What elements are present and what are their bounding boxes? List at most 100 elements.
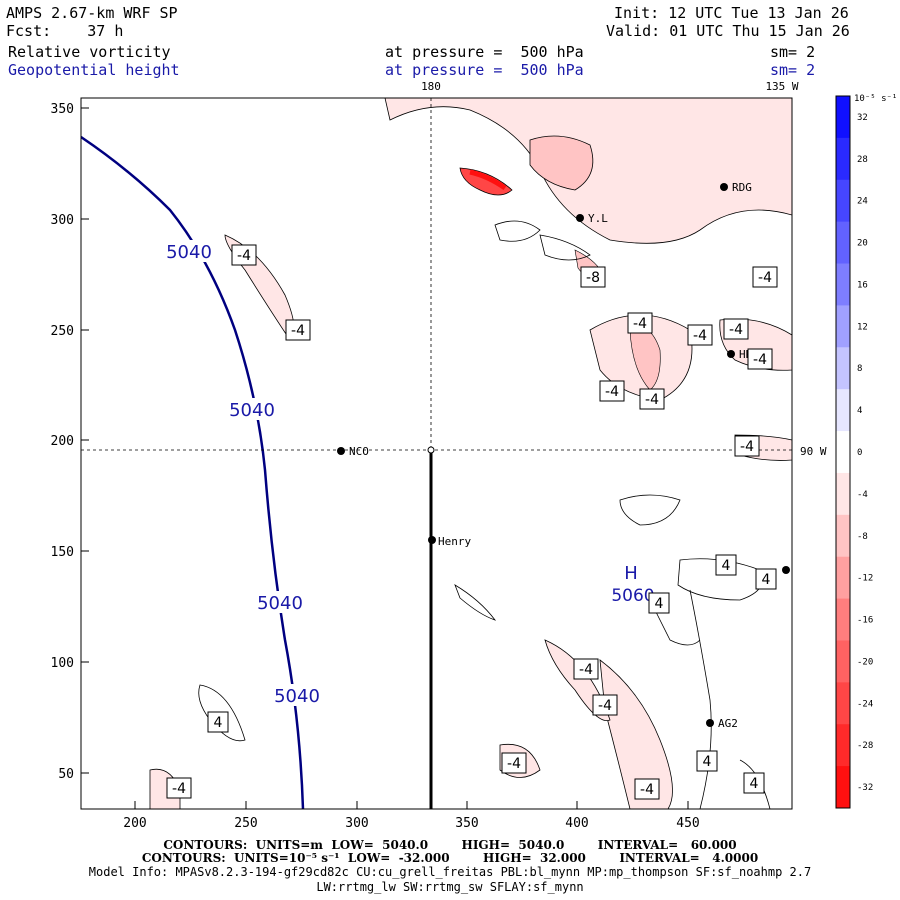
colorbar-level-label: 20 xyxy=(857,239,868,249)
field2-name: Geopotential height xyxy=(8,61,180,79)
high-pressure-letter: H xyxy=(624,563,638,584)
colorbar-cell xyxy=(836,137,850,181)
colorbar-level-label: -8 xyxy=(857,532,868,542)
field1-smoothing: sm= 2 xyxy=(770,43,816,61)
height-label: 5040 xyxy=(229,400,275,421)
plot-frame xyxy=(80,97,793,810)
colorbar-level-label: 24 xyxy=(857,197,868,207)
colorbar-level-label: 16 xyxy=(857,280,868,290)
vorticity-label: -4 xyxy=(693,328,707,344)
colorbar-labels: 32 28 24 20 16 12 8 4 0 -4 -8 -12 -16 -20 -24 -28 -32 xyxy=(857,113,873,793)
colorbar-cell xyxy=(836,221,850,265)
colorbar-cell xyxy=(836,598,850,641)
colorbar-level-label: -16 xyxy=(857,616,873,626)
colorbar-level-label: 32 xyxy=(857,113,868,123)
colorbar-cell xyxy=(836,431,850,474)
vorticity-label: -4 xyxy=(237,248,251,264)
colorbar-cell xyxy=(836,389,850,432)
colorbar-level-label: -28 xyxy=(857,741,873,751)
colorbar-cell xyxy=(836,179,850,223)
x-tick-label: 300 xyxy=(345,816,368,831)
stations: NCO Henry RDG HRC AG2 Y.L xyxy=(337,181,790,730)
meridian-180-label: 180 xyxy=(421,80,441,93)
y-tick-label: 200 xyxy=(51,434,74,449)
colorbar-cell xyxy=(836,766,850,809)
colorbar-unit-label: 10⁻⁵ s⁻¹ xyxy=(854,94,897,104)
colorbar: 10⁻⁵ s⁻¹ 32 28 24 20 16 12 8 4 0 -4 -8 -12 -16 -20 -24… xyxy=(835,94,897,809)
footer-physics-info: LW:rrtmg_lw SW:rrtmg_sw SFLAY:sf_mynn xyxy=(316,880,584,894)
vorticity-label: 4 xyxy=(722,558,731,574)
vorticity-label: -4 xyxy=(645,392,659,408)
y-tick-label: 100 xyxy=(51,656,74,671)
colorbar-level-label: 0 xyxy=(857,448,862,458)
vorticity-label: -4 xyxy=(172,781,186,797)
colorbar-level-label: -24 xyxy=(857,699,873,709)
colorbar-cell xyxy=(836,472,850,516)
colorbar-cell xyxy=(836,347,850,390)
y-tick-label: 250 xyxy=(51,324,74,339)
colorbar-cell xyxy=(836,640,850,683)
vorticity-label: -8 xyxy=(586,270,600,286)
colorbar-level-label: -20 xyxy=(857,657,873,667)
vorticity-label: -4 xyxy=(291,323,305,339)
vorticity-label: -4 xyxy=(598,698,612,714)
colorbar-level-label: -12 xyxy=(857,574,873,584)
x-tick-label: 450 xyxy=(676,816,699,831)
station-label-yl: Y.L xyxy=(588,212,608,225)
high-pressure-value: 5060 xyxy=(611,586,654,606)
station-label-ag2: AG2 xyxy=(718,717,738,730)
colorbar-level-label: 12 xyxy=(857,322,868,332)
vorticity-label: -4 xyxy=(579,662,593,678)
vorticity-shading xyxy=(149,98,792,809)
y-tick-label: 50 xyxy=(58,767,74,782)
footer-model-info: Model Info: MPASv8.2.3-194-gf29cd82c CU:… xyxy=(88,865,812,879)
vorticity-label: -4 xyxy=(640,782,654,798)
colorbar-cell xyxy=(836,724,850,767)
height-contour-labels: 5040 5040 5040 5040 xyxy=(163,240,323,707)
field2-smoothing: sm= 2 xyxy=(770,61,816,79)
height-label: 5040 xyxy=(166,242,212,263)
meridian-135w-label: 135 W xyxy=(765,80,798,93)
x-tick-label: 400 xyxy=(565,816,588,831)
x-tick-label: 350 xyxy=(455,816,478,831)
vorticity-contour-labels: -4 -4 -4 -4 -4 -4 -4 -4 -4 -4 -4 -8 4 4 … xyxy=(166,244,778,800)
vorticity-label: 4 xyxy=(762,572,771,588)
x-tick-label: 200 xyxy=(123,816,146,831)
valid-time: Valid: 01 UTC Thu 15 Jan 26 xyxy=(606,22,850,40)
south-pole-marker xyxy=(427,446,435,454)
vorticity-label: -4 xyxy=(605,384,619,400)
vorticity-label: -4 xyxy=(753,352,767,368)
footer-contours-vorticity: CONTOURS: UNITS=10⁻⁵ s⁻¹ LOW= -32.000 HI… xyxy=(141,851,759,865)
vorticity-label: -4 xyxy=(507,756,521,772)
field1-name: Relative vorticity xyxy=(8,43,171,61)
y-axis: 350 300 250 200 150 100 50 xyxy=(51,102,89,782)
parallel-90w-label: 90 W xyxy=(800,445,827,458)
field1-level: at pressure = 500 hPa xyxy=(385,43,584,61)
station-label-rdg: RDG xyxy=(732,181,752,194)
y-tick-label: 350 xyxy=(51,102,74,117)
colorbar-level-label: 4 xyxy=(857,406,862,416)
vorticity-label: -4 xyxy=(729,322,743,338)
colorbar-cell xyxy=(836,682,850,725)
vorticity-label: -4 xyxy=(740,439,754,455)
colorbar-level-label: 28 xyxy=(857,155,868,165)
x-axis: 200 250 300 350 400 450 xyxy=(123,801,700,831)
footer-contours-height: CONTOURS: UNITS=m LOW= 5040.0 HIGH= 5040… xyxy=(163,838,737,852)
colorbar-level-label: -32 xyxy=(857,783,873,793)
field2-level: at pressure = 500 hPa xyxy=(385,61,584,79)
init-time: Init: 12 UTC Tue 13 Jan 26 xyxy=(614,4,849,22)
colorbar-cell xyxy=(836,96,850,139)
model-title: AMPS 2.67-km WRF SP xyxy=(6,4,178,22)
vorticity-label: -4 xyxy=(758,270,772,286)
plot-area xyxy=(81,98,792,809)
height-label: 5040 xyxy=(257,593,303,614)
height-label: 5040 xyxy=(274,686,320,707)
vorticity-label: 4 xyxy=(703,754,712,770)
vorticity-label: 4 xyxy=(655,596,664,612)
vorticity-label: 4 xyxy=(750,776,759,792)
height-contour-5040 xyxy=(81,135,305,809)
x-tick-label: 250 xyxy=(234,816,257,831)
station-label-henry: Henry xyxy=(438,535,471,548)
colorbar-cell xyxy=(836,305,850,348)
vorticity-label: -4 xyxy=(633,316,647,332)
